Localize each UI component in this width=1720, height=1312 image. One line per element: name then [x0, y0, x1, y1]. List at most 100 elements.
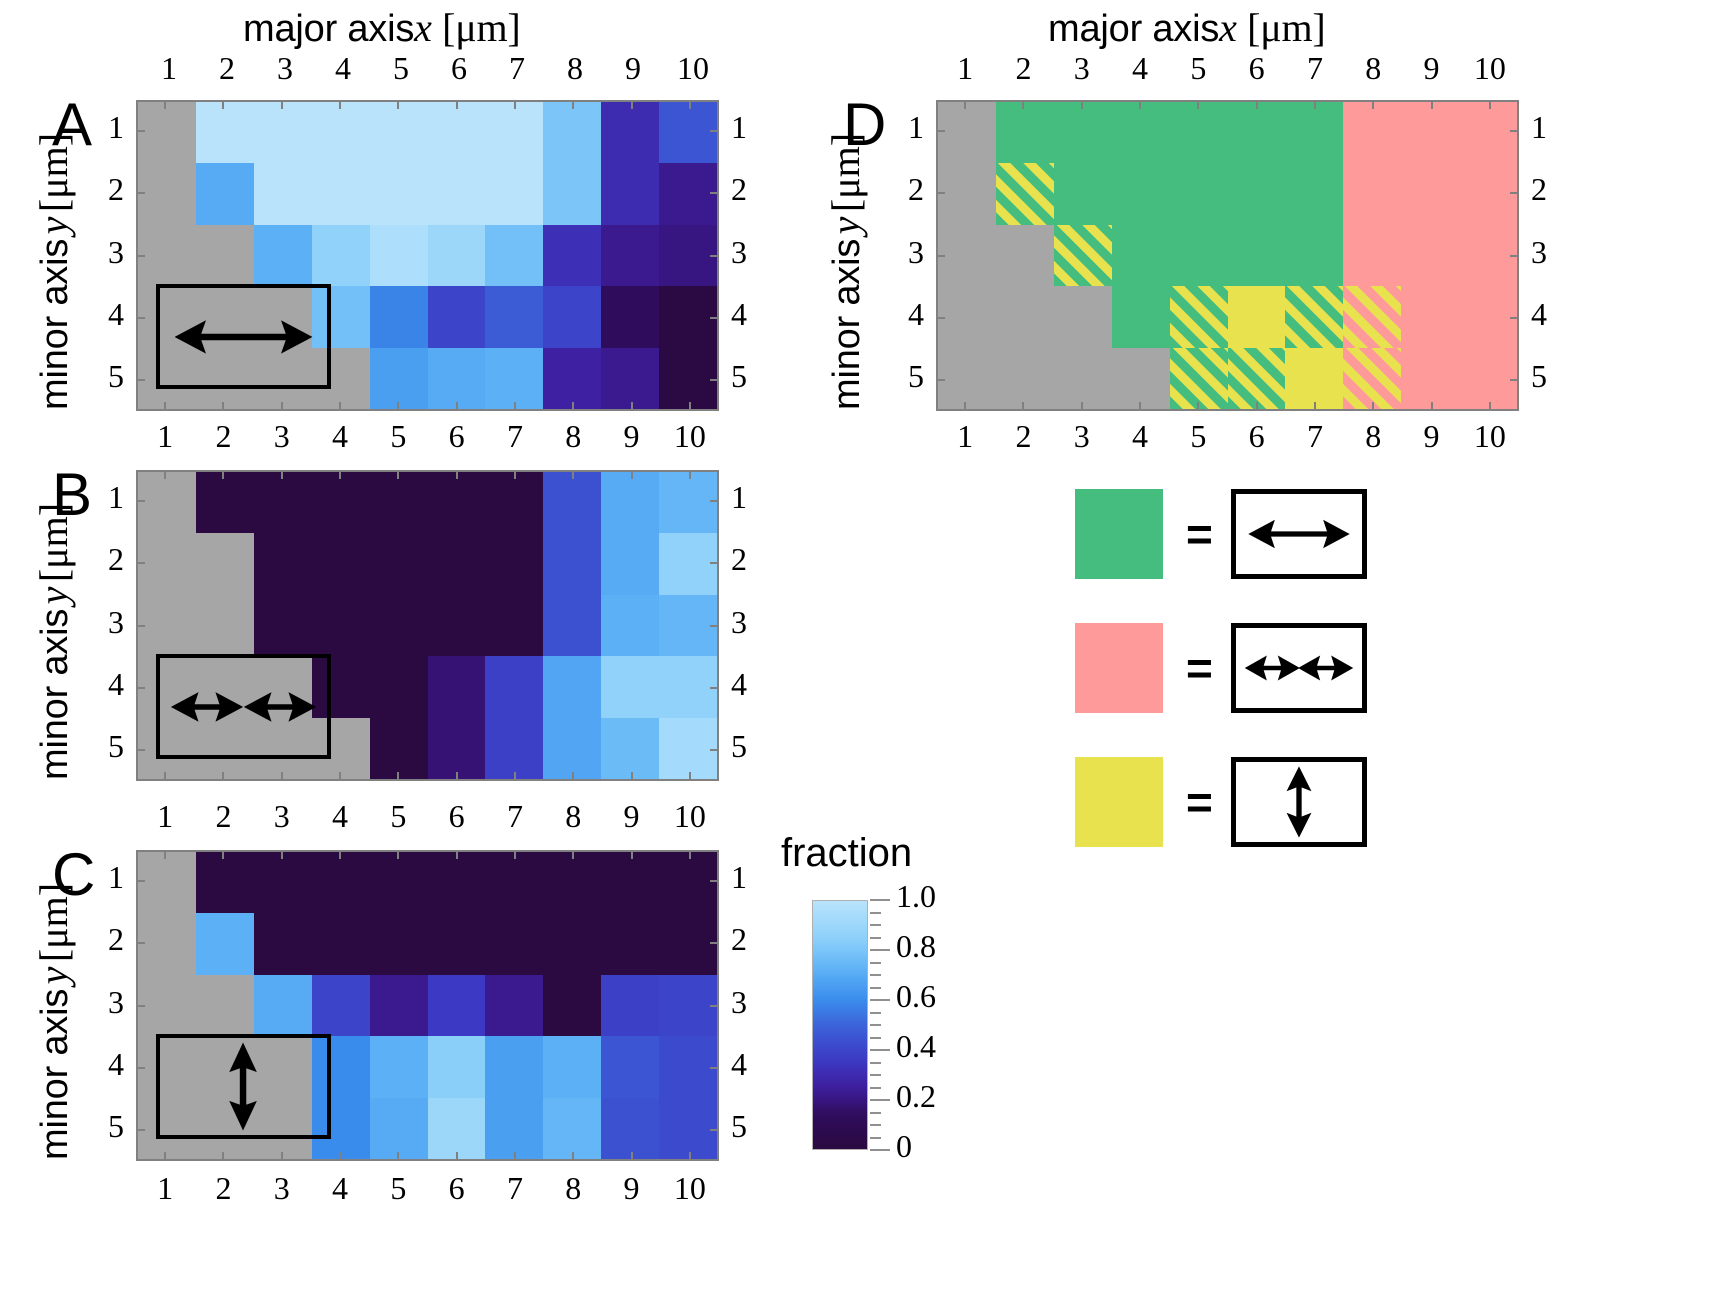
colorbar-ticklabel: 1.0	[896, 878, 936, 914]
heatmap-cell	[369, 852, 428, 914]
x-tick	[280, 772, 283, 781]
y-ticklabel: 4	[1531, 295, 1547, 332]
x-ticklabel: 8	[565, 1170, 582, 1206]
x-tick	[572, 850, 575, 859]
x-ticklabel: 2	[215, 798, 232, 834]
x-ticklabel: 10	[1473, 418, 1506, 454]
x-tick	[222, 850, 225, 859]
heatmap-cell	[138, 163, 196, 225]
y-ticklabel: 2	[1531, 171, 1547, 208]
heatmap-cell	[311, 163, 370, 225]
x-tick	[222, 470, 225, 479]
colorbar-major-tick	[870, 1149, 890, 1151]
x-tick	[222, 1152, 225, 1161]
heatmap-cell	[1053, 224, 1112, 287]
x-tick	[339, 100, 342, 109]
heatmap-cell	[427, 1097, 486, 1159]
heatmap-cell	[601, 347, 660, 409]
colorbar-minor-tick	[870, 1061, 881, 1064]
y-tick	[710, 378, 719, 381]
x-tick	[688, 772, 691, 781]
y-tick	[710, 192, 719, 195]
legend-icon-box-vertical-arrow	[1231, 757, 1367, 847]
heatmap-cell	[659, 852, 717, 914]
heatmap-cell	[311, 472, 370, 534]
x-ticklabel: 9	[1423, 418, 1440, 454]
colorbar-minor-tick	[870, 911, 881, 914]
x-ticklabel: 7	[1306, 418, 1323, 454]
heatmap-panel-C[interactable]	[136, 850, 719, 1161]
heatmap-cell	[195, 594, 254, 657]
heatmap-cell	[938, 224, 996, 287]
heatmap-cell	[253, 163, 312, 225]
y-ticklabel: 3	[108, 233, 124, 270]
legend-equals-green: =	[1186, 508, 1213, 560]
heatmap-panel-A[interactable]	[136, 100, 719, 411]
x-ticklabel: 9	[1423, 50, 1440, 86]
heatmap-cell	[601, 1097, 660, 1159]
y-tick	[710, 1004, 719, 1007]
x-tick	[164, 402, 167, 411]
heatmap-cell	[543, 533, 602, 595]
colorbar-minor-tick	[870, 1124, 881, 1126]
heatmap-cell	[1111, 224, 1170, 287]
x-tick	[164, 100, 167, 109]
x-tick	[513, 470, 516, 479]
heatmap-cell	[1227, 163, 1286, 225]
y-tick	[136, 562, 145, 565]
y-ticklabel: 1	[731, 109, 747, 146]
heatmap-cell	[138, 533, 196, 595]
y-tick	[1510, 254, 1519, 257]
x-tick	[280, 1152, 283, 1161]
heatmap-panel-D[interactable]	[936, 100, 1519, 411]
x-ticklabel: 8	[1365, 418, 1382, 454]
heatmap-cell	[543, 594, 602, 657]
colorbar-ticklabel: 0.6	[896, 978, 936, 1014]
heatmap-grid-C	[138, 852, 717, 1159]
x-tick	[572, 100, 575, 109]
heatmap-cell	[253, 102, 312, 164]
y-ticklabel: 4	[108, 295, 124, 332]
x-tick	[455, 1152, 458, 1161]
heatmap-cell	[1169, 163, 1228, 225]
x-ticklabel: 6	[448, 798, 465, 834]
heatmap-cell	[195, 852, 254, 914]
legend-icon-box-two-horizontal-arrows	[1231, 623, 1367, 713]
heatmap-cell	[311, 1097, 370, 1159]
heatmap-cell	[995, 286, 1054, 348]
y-ticklabel: 3	[108, 983, 124, 1020]
heatmap-cell	[1343, 102, 1402, 164]
heatmap-cell	[938, 163, 996, 225]
inset-legend-box-C	[156, 1034, 331, 1139]
y-tick	[936, 130, 945, 133]
heatmap-cell	[543, 974, 602, 1037]
y-tick	[136, 1128, 145, 1131]
x-tick	[280, 850, 283, 859]
heatmap-cell	[195, 472, 254, 534]
heatmap-cell	[659, 163, 717, 225]
x-tick	[630, 772, 633, 781]
heatmap-cell	[1459, 224, 1517, 287]
heatmap-cell	[138, 974, 196, 1037]
x-tick	[513, 402, 516, 411]
heatmap-cell	[253, 594, 312, 657]
heatmap-cell	[427, 533, 486, 595]
heatmap-cell	[138, 347, 196, 409]
heatmap-cell	[543, 1036, 602, 1098]
heatmap-cell	[659, 533, 717, 595]
x-tick	[164, 850, 167, 859]
x-ticklabel: 9	[625, 50, 641, 86]
y-ticklabel: 1	[731, 859, 747, 896]
heatmap-cell	[427, 102, 486, 164]
heatmap-cell	[138, 472, 196, 534]
heatmap-cell	[253, 974, 312, 1037]
x-axis-symbol-left: x	[414, 5, 432, 50]
y-tick	[710, 624, 719, 627]
x-ticklabel: 4	[332, 418, 349, 454]
heatmap-cell	[253, 472, 312, 534]
heatmap-cell	[659, 913, 717, 975]
heatmap-panel-B[interactable]	[136, 470, 719, 781]
heatmap-cell	[427, 163, 486, 225]
y-tick	[136, 624, 145, 627]
